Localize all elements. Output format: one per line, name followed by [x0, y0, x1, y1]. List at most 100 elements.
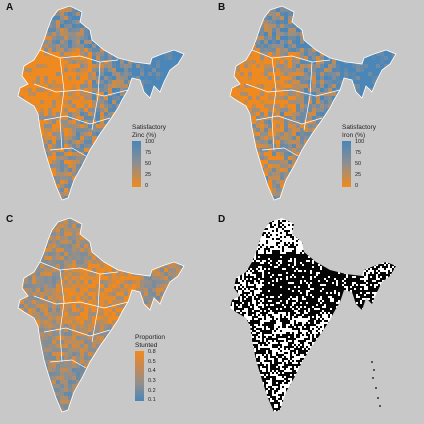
map-cell: [40, 36, 45, 41]
map-cell: [412, 40, 416, 44]
map-cell: [364, 80, 369, 85]
map-cell: [252, 60, 257, 65]
map-cell: [20, 148, 25, 153]
map-cell: [156, 16, 161, 21]
map-cell: [124, 20, 129, 25]
map-cell: [144, 96, 149, 101]
map-cell: [200, 160, 204, 164]
map-cell: [248, 68, 253, 73]
map-cell: [296, 12, 301, 17]
map-cell: [368, 100, 373, 105]
map-cell: [388, 56, 393, 61]
map-cell: [112, 172, 117, 177]
map-cell: [160, 92, 165, 97]
map-cell: [156, 48, 161, 53]
map-cell: [56, 132, 61, 137]
map-cell: [320, 6, 325, 9]
map-cell: [148, 32, 153, 37]
map-cell: [92, 56, 97, 61]
map-cell: [300, 36, 305, 41]
map-cell: [196, 128, 200, 132]
map-cell: [52, 104, 57, 109]
map-cell: [256, 112, 261, 117]
map-cell: [72, 204, 76, 208]
map-cell: [356, 112, 361, 117]
map-cell: [192, 144, 196, 148]
map-cell: [180, 52, 184, 57]
map-cell: [104, 176, 109, 181]
map-cell: [384, 52, 389, 57]
map-cell: [116, 12, 121, 17]
map-cell: [284, 16, 289, 21]
map-cell: [176, 132, 181, 137]
map-cell: [60, 36, 65, 41]
map-cell: [116, 160, 121, 165]
map-cell: [20, 196, 25, 200]
map-cell: [132, 116, 137, 121]
map-cell: [76, 64, 81, 69]
map-cell: [84, 100, 89, 105]
map-cell: [136, 204, 140, 208]
map-cell: [230, 124, 233, 129]
map-cell: [4, 88, 8, 92]
map-cell: [256, 6, 261, 9]
map-cell: [84, 136, 89, 141]
map-cell: [108, 48, 113, 53]
map-cell: [72, 112, 77, 117]
map-cell: [288, 132, 293, 137]
map-cell: [316, 84, 321, 89]
map-cell: [64, 200, 68, 204]
map-cell: [12, 96, 16, 100]
map-cell: [240, 72, 245, 77]
map-cell: [164, 52, 169, 57]
map-cell: [76, 60, 81, 65]
map-cell: [188, 100, 192, 104]
map-cell: [132, 88, 137, 93]
map-cell: [364, 12, 369, 17]
map-cell: [72, 16, 77, 21]
map-cell: [8, 80, 12, 84]
map-cell: [292, 24, 297, 29]
map-cell: [248, 84, 253, 89]
map-cell: [408, 88, 412, 92]
map-cell: [204, 132, 208, 136]
map-cell: [88, 124, 93, 129]
map-cell: [308, 80, 313, 85]
map-cell: [200, 92, 204, 96]
map-cell: [276, 104, 281, 109]
map-cell: [416, 56, 420, 60]
map-cell: [248, 104, 253, 109]
map-cell: [96, 200, 100, 204]
map-cell: [20, 8, 25, 13]
map-cell: [176, 60, 181, 65]
map-cell: [376, 0, 380, 4]
map-cell: [348, 108, 353, 113]
map-cell: [384, 56, 389, 61]
map-cell: [76, 20, 81, 25]
map-cell: [252, 8, 257, 13]
map-cell: [108, 176, 113, 181]
map-cell: [84, 172, 89, 177]
map-cell: [264, 56, 269, 61]
map-cell: [156, 44, 161, 49]
map-cell: [340, 36, 345, 41]
map-cell: [84, 12, 89, 17]
map-cell: [192, 64, 196, 68]
map-cell: [400, 88, 404, 92]
map-cell: [236, 120, 241, 125]
map-cell: [184, 44, 188, 48]
map-cell: [60, 32, 65, 37]
map-cell: [332, 148, 337, 153]
map-cell: [108, 96, 113, 101]
map-cell: [192, 60, 196, 64]
map-cell: [112, 92, 117, 97]
map-cell: [316, 56, 321, 61]
map-cell: [12, 164, 16, 168]
map-cell: [272, 96, 277, 101]
map-cell: [296, 116, 301, 121]
map-cell: [280, 52, 285, 57]
map-cell: [0, 68, 4, 72]
map-cell: [320, 52, 325, 57]
map-cell: [280, 0, 284, 4]
map-cell: [400, 52, 404, 56]
